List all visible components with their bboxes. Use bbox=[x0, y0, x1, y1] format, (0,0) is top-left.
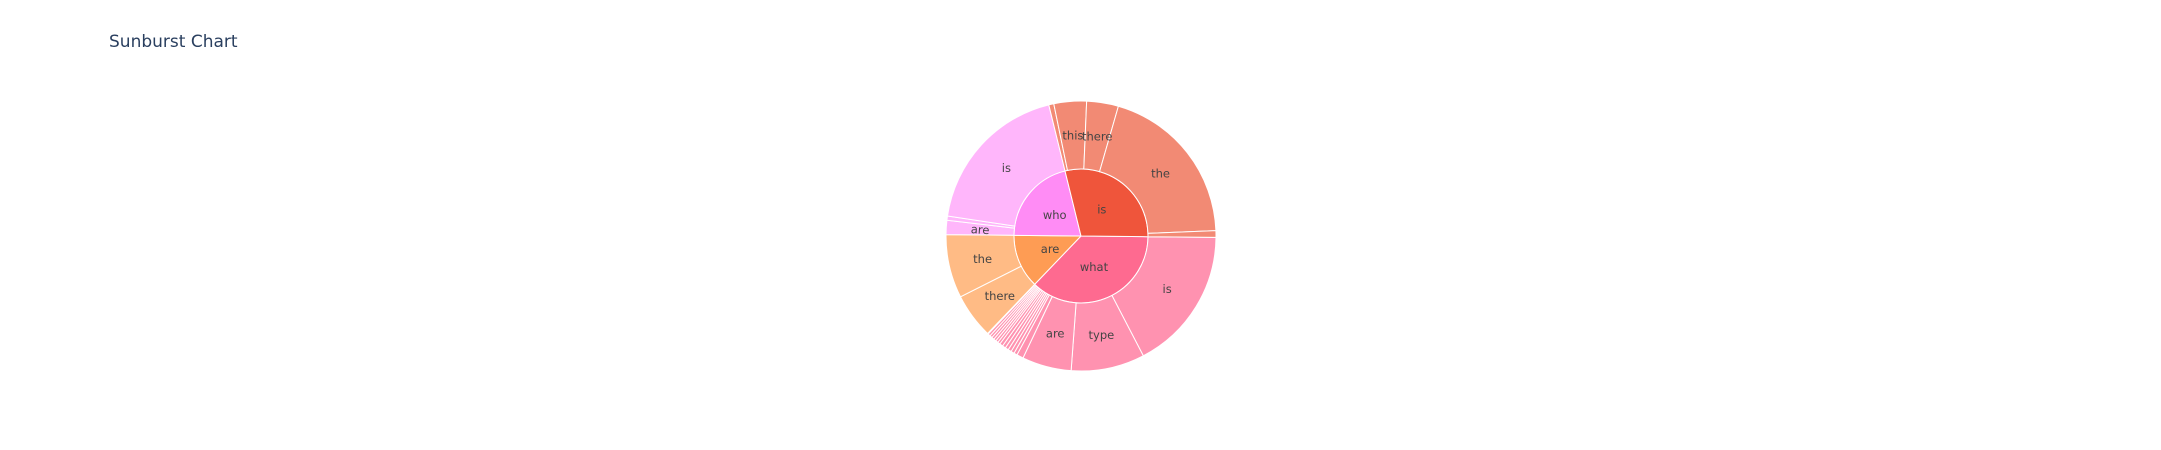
inner-ring bbox=[1013, 168, 1149, 304]
outer-ring bbox=[945, 100, 1217, 372]
outer-segment-is-the-3[interactable] bbox=[1098, 105, 1217, 234]
outer-segment-who-is-2[interactable] bbox=[946, 104, 1066, 227]
outer-segment-what-is-0[interactable] bbox=[1111, 236, 1217, 357]
chart-title: Sunburst Chart bbox=[109, 32, 238, 52]
outer-segment-is-unlabeled-4[interactable] bbox=[1147, 230, 1217, 238]
